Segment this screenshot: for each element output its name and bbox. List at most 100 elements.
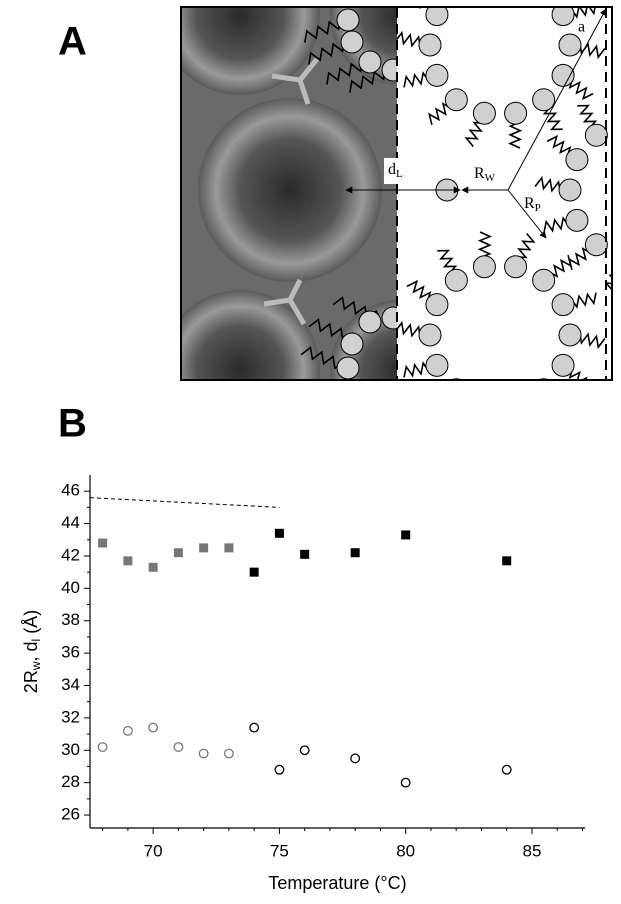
x-tick-label: 75: [270, 841, 289, 860]
head-group: [613, 247, 621, 269]
circle-point: [249, 722, 260, 733]
head-group: [505, 392, 527, 414]
label-sub: W: [485, 172, 496, 184]
label-sub: L: [396, 168, 403, 180]
head-group: [532, 88, 556, 112]
y-tick-label: 34: [61, 675, 80, 694]
trend-line: [89, 497, 280, 508]
x-tick-label: 85: [523, 841, 542, 860]
circle-point: [350, 753, 361, 764]
square-point: [502, 556, 512, 566]
y-axis-label: 2Rw, dl (Å): [21, 610, 43, 693]
lipid-tail: [510, 403, 520, 438]
head-group: [340, 332, 364, 356]
head-group: [551, 293, 575, 317]
circle-point: [299, 745, 310, 756]
square-point: [401, 530, 411, 540]
circle-point: [274, 764, 285, 775]
y-label-part: w: [29, 661, 43, 671]
lipid-tail: [541, 390, 563, 420]
head-group: [381, 58, 397, 82]
head-group: [472, 255, 496, 279]
head-group: [565, 148, 589, 172]
edge-bilayer: [300, 8, 397, 379]
square-point: [98, 538, 108, 548]
square-point: [300, 549, 310, 559]
y-tick-label: 26: [61, 805, 80, 824]
head-group: [558, 178, 582, 202]
y-label-part: 2R: [21, 670, 41, 693]
circle-point: [501, 764, 512, 775]
square-point: [249, 567, 259, 577]
y-label-part: (Å): [21, 610, 41, 639]
head-group: [452, 378, 461, 379]
head-group: [340, 30, 364, 54]
circle-point: [400, 777, 411, 788]
x-tick-label: 80: [396, 841, 415, 860]
label-rw: RW: [474, 165, 496, 184]
square-point: [224, 543, 234, 553]
label-dl: dL: [388, 161, 403, 180]
plot: 26 28 30 32 34 36 38 40 42 44 46 70 75 80 85 Temperatur…: [21, 475, 585, 893]
circle-point: [122, 725, 133, 736]
y-tick-label: 38: [61, 610, 80, 629]
head-group: [445, 0, 467, 1]
lipid-tail: [466, 403, 485, 436]
circle-point: [148, 722, 159, 733]
head-group: [444, 268, 468, 292]
panel-letter: B: [58, 402, 87, 446]
lipid-beads: [300, 0, 621, 438]
head-group: [425, 293, 449, 317]
y-tick-label: 28: [61, 772, 80, 791]
lipid-tail: [604, 274, 611, 290]
lipid-tail: [429, 388, 456, 414]
head-group: [565, 208, 589, 232]
square-point: [123, 556, 133, 566]
y-tick-label: 30: [61, 740, 80, 759]
pore-bilayer: [397, 0, 621, 438]
head-group: [418, 33, 442, 57]
circle-point: [223, 748, 234, 759]
circle-point: [173, 742, 184, 752]
head-group: [551, 353, 575, 377]
head-group: [381, 306, 397, 330]
head-group: [551, 8, 575, 27]
head-group: [558, 33, 582, 57]
square-point: [173, 548, 183, 558]
y-tick-label: 46: [61, 481, 80, 500]
square-point: [148, 562, 158, 572]
panel-letter: A: [58, 20, 87, 64]
schematic: a dL RW RP: [180, 0, 621, 438]
label-sub: P: [535, 202, 541, 214]
head-group: [444, 88, 468, 112]
head-group: [358, 310, 382, 334]
label-rp: RP: [524, 195, 541, 214]
label-main: d: [388, 161, 396, 178]
head-group: [584, 233, 608, 257]
head-group: [425, 353, 449, 377]
y-tick-label: 32: [61, 707, 80, 726]
head-group: [425, 8, 449, 27]
square-point: [274, 528, 284, 538]
y-tick-label: 36: [61, 643, 80, 662]
y-tick-label: 42: [61, 545, 80, 564]
head-group: [472, 101, 496, 125]
x-axis-label: Temperature (°C): [268, 873, 406, 893]
head-group: [533, 0, 555, 1]
y-tick-label: 44: [61, 513, 80, 532]
label-main: R: [524, 195, 535, 212]
y-tick-label: 40: [61, 578, 80, 597]
head-group: [425, 63, 449, 87]
label-main: R: [474, 165, 485, 182]
head-group: [504, 255, 528, 279]
y-label-part: , d: [21, 641, 41, 661]
head-group: [358, 50, 382, 74]
head-group: [532, 268, 556, 292]
circle-point: [198, 748, 209, 759]
head-group: [473, 392, 495, 414]
circle-point: [97, 742, 108, 752]
head-group: [336, 356, 360, 379]
head-group: [584, 123, 608, 147]
head-group: [558, 323, 582, 347]
